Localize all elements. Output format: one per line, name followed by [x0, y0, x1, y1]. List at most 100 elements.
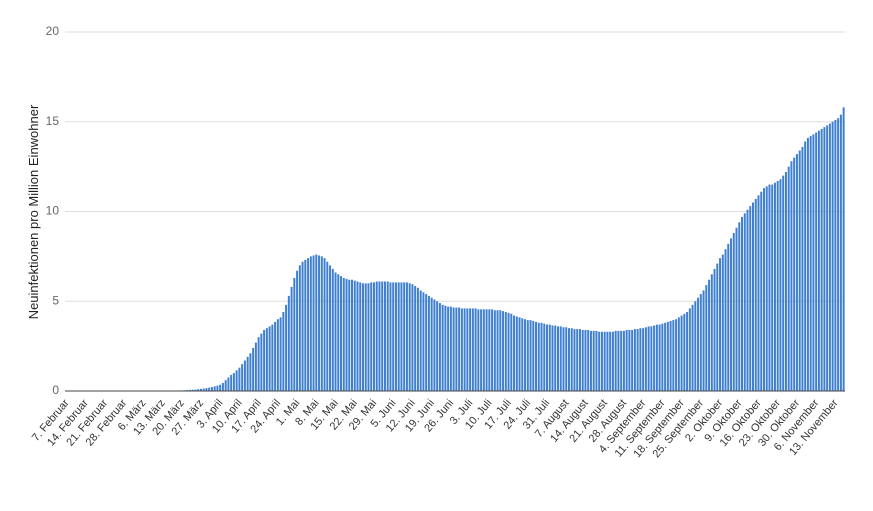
bar [699, 294, 702, 391]
bar [823, 127, 826, 391]
bar [839, 114, 842, 391]
y-tick-label: 5 [52, 293, 59, 307]
bar [287, 295, 290, 391]
bar [672, 320, 675, 391]
bar [197, 389, 200, 391]
bar [719, 258, 722, 391]
bar [567, 328, 570, 391]
bar [828, 123, 831, 392]
bar [688, 308, 691, 391]
bar [837, 118, 840, 391]
bar [518, 317, 521, 391]
bar [691, 304, 694, 391]
bar [826, 125, 829, 391]
bar [812, 134, 815, 391]
bar [609, 331, 612, 391]
bar [447, 306, 450, 391]
bar [576, 329, 579, 391]
bar [474, 308, 477, 391]
bar [669, 320, 672, 391]
bar [625, 329, 628, 391]
bar [397, 282, 400, 391]
bar [793, 157, 796, 391]
bar [408, 283, 411, 391]
bar [227, 377, 230, 391]
bar [285, 304, 288, 391]
bar [416, 287, 419, 391]
bar [562, 327, 565, 391]
bar [205, 388, 208, 391]
bar [694, 301, 697, 391]
bar [493, 310, 496, 391]
bar [677, 317, 680, 391]
bar [752, 202, 754, 391]
bar [235, 370, 238, 391]
bar [241, 364, 244, 391]
bar [433, 299, 436, 391]
bar [438, 303, 441, 391]
bar [666, 321, 669, 391]
bar [351, 279, 353, 391]
bar [427, 295, 430, 391]
bar [265, 328, 268, 391]
bar [375, 281, 378, 391]
bar [403, 282, 406, 391]
bar [364, 283, 367, 391]
bar [405, 282, 408, 391]
bar [271, 324, 274, 391]
bar [419, 290, 422, 391]
bar [559, 326, 562, 391]
bar [735, 227, 738, 391]
bar [463, 308, 466, 391]
bar [776, 180, 779, 391]
bar [381, 281, 384, 391]
bar [389, 282, 392, 391]
bar [529, 320, 532, 391]
bar [557, 326, 559, 391]
bar [353, 280, 356, 391]
bar [804, 141, 807, 391]
bar [370, 282, 373, 391]
bar [430, 297, 433, 391]
bar [526, 320, 529, 391]
bar [326, 261, 329, 391]
bar [713, 268, 716, 391]
bar [315, 254, 318, 391]
bar [730, 238, 733, 391]
bar [488, 309, 491, 391]
bar [372, 282, 375, 391]
bar [633, 329, 636, 391]
bar [697, 297, 700, 391]
bar [515, 316, 518, 391]
bar [263, 329, 266, 391]
bar [386, 281, 389, 391]
bar [268, 326, 271, 391]
bar [606, 331, 609, 391]
bar [762, 188, 765, 391]
bar [573, 329, 576, 391]
bar [356, 281, 359, 391]
bar [664, 322, 667, 391]
bar [773, 182, 776, 391]
bar [444, 305, 447, 391]
bar [820, 128, 823, 391]
bar [565, 327, 568, 391]
bar [362, 283, 364, 391]
bar [329, 265, 332, 391]
bar [477, 309, 480, 391]
bar [653, 325, 656, 391]
bar [400, 282, 403, 391]
bar [647, 326, 650, 391]
bar [260, 333, 263, 391]
bar [710, 274, 713, 391]
bar [724, 249, 727, 391]
bar [779, 179, 782, 391]
bar [298, 265, 301, 391]
bar [252, 347, 255, 391]
bar [655, 324, 658, 391]
bar [480, 309, 483, 391]
bar [210, 387, 213, 391]
bar [842, 107, 845, 391]
bar [535, 321, 538, 391]
